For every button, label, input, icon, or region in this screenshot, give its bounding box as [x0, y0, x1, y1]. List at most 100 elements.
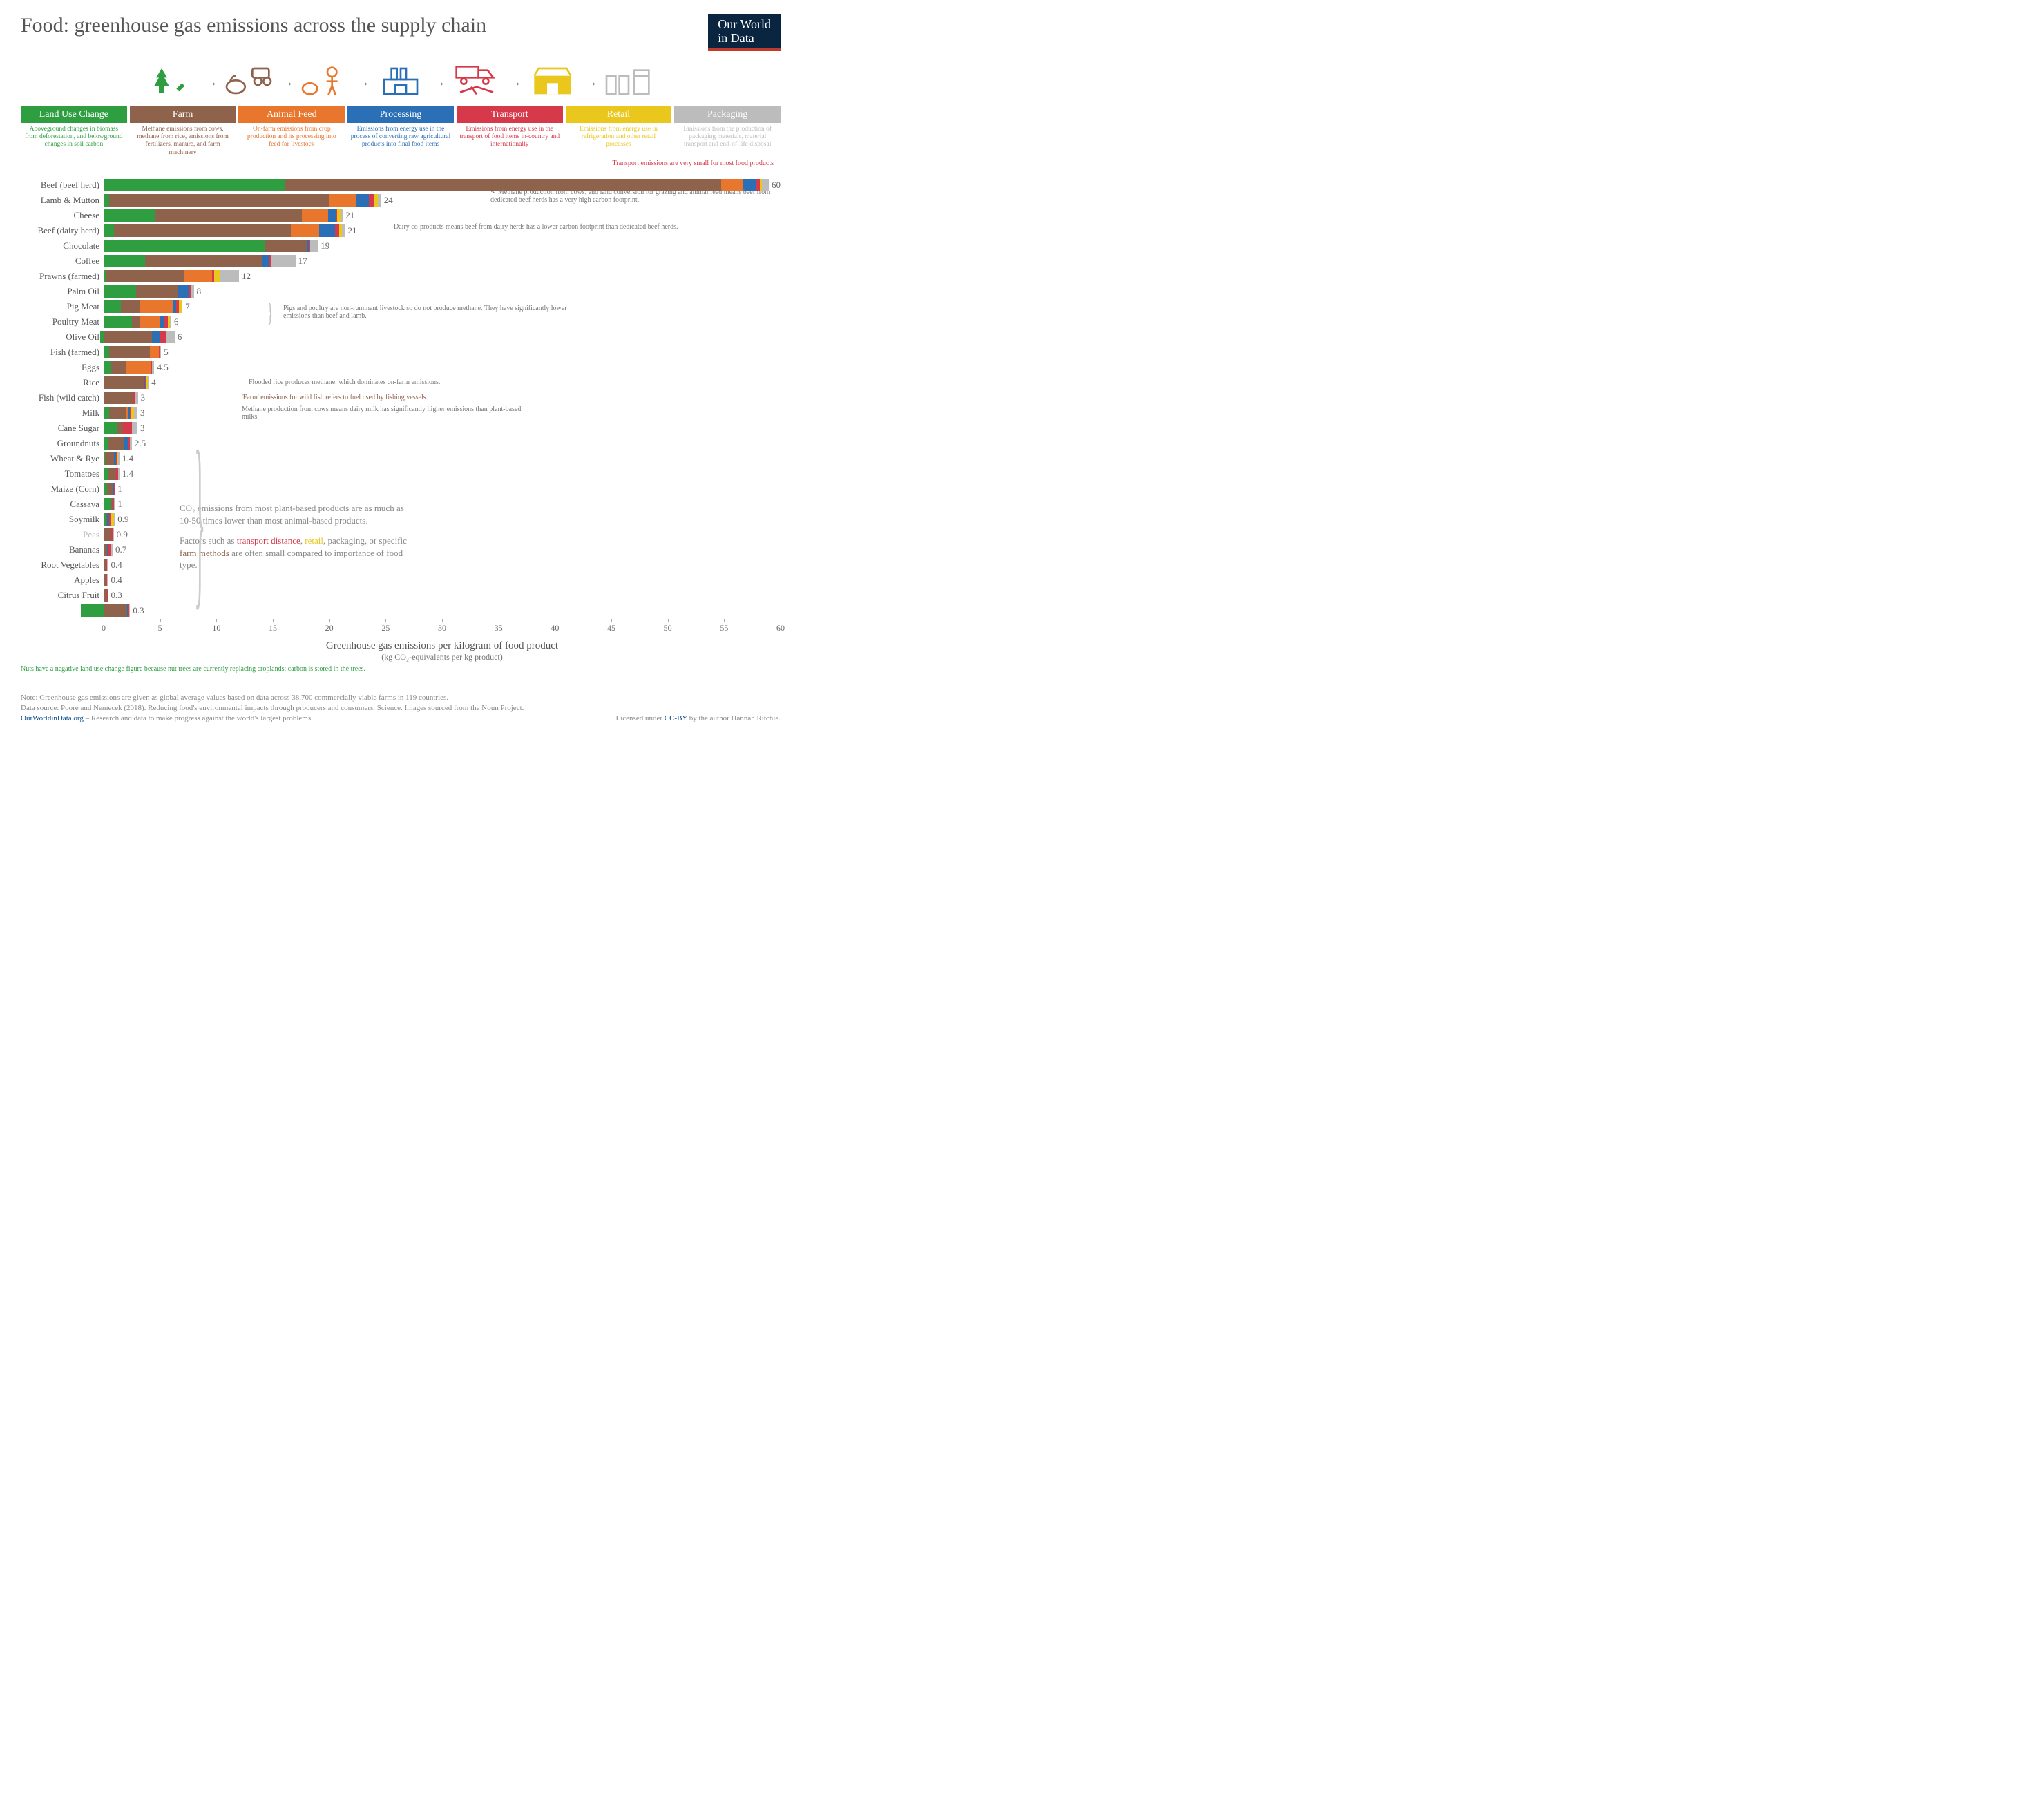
category-retail: RetailEmissions from energy use in refri… — [566, 106, 672, 157]
segment-farm — [104, 392, 133, 404]
bar-row: Groundnuts2.5 — [21, 436, 781, 451]
bar-label: Poultry Meat — [21, 316, 104, 327]
bar-value: 0.9 — [115, 514, 128, 525]
category-legend: Land Use ChangeAboveground changes in bi… — [21, 106, 781, 157]
bar-value: 3 — [138, 392, 146, 403]
bar-row: Beef (beef herd)60↖ Methane production f… — [21, 178, 781, 193]
footer-note: Note: Greenhouse gas emissions are given… — [21, 693, 781, 703]
segment-feed — [302, 209, 328, 222]
x-tick: 0 — [102, 623, 106, 633]
bar-area: 4.5 — [104, 361, 781, 374]
footer-site[interactable]: OurWorldinData.org — [21, 714, 84, 722]
x-tick: 30 — [438, 623, 446, 633]
segment-pack — [132, 422, 137, 434]
x-axis-subtitle: (kg CO₂-equivalents per kg product) — [104, 652, 781, 662]
bar-label: Peas — [21, 529, 104, 540]
segment-farm — [265, 240, 307, 252]
segment-trans — [369, 194, 374, 207]
segment-farm — [145, 255, 262, 267]
trans-icon — [449, 62, 504, 101]
category-desc: On-farm emissions from crop production a… — [238, 123, 345, 149]
segment-feed — [140, 300, 172, 313]
bar-label: Maize (Corn) — [21, 483, 104, 495]
bar-value: 1 — [115, 499, 122, 510]
segment-land — [104, 422, 117, 434]
segment-farm — [108, 437, 124, 450]
bar-value: 12 — [239, 271, 251, 282]
bar-label: Pig Meat — [21, 301, 104, 312]
bar-label: Cheese — [21, 210, 104, 221]
bar-label: Cassava — [21, 499, 104, 510]
footer-site-line: OurWorldinData.org – Research and data t… — [21, 713, 313, 724]
bar-label: Fish (wild catch) — [21, 392, 104, 403]
retail-icon — [525, 62, 580, 101]
supply-chain-icons: →→→→→→ — [21, 62, 781, 101]
segment-farm — [109, 346, 150, 358]
segment-land — [104, 316, 132, 328]
bar-row: Nuts0.3 — [21, 603, 781, 618]
segment-land — [104, 407, 109, 419]
farm-icon — [221, 62, 276, 101]
license-link[interactable]: CC-BY — [665, 714, 687, 722]
category-desc: Emissions from energy use in refrigerati… — [566, 123, 672, 149]
bar-area: 3'Farm' emissions for wild fish refers t… — [104, 392, 781, 404]
bar-label: Apples — [21, 575, 104, 586]
category-feed: Animal FeedOn-farm emissions from crop p… — [238, 106, 345, 157]
arrow-icon: → — [203, 73, 218, 90]
bar-area: 24 — [104, 194, 781, 207]
segment-farm — [132, 316, 140, 328]
segment-proc — [152, 331, 160, 343]
feed-icon — [297, 62, 352, 101]
footer-tagline: – Research and data to make progress aga… — [84, 714, 313, 722]
bar-label: Bananas — [21, 544, 104, 555]
bar-area: 6 — [104, 331, 781, 343]
category-label: Farm — [130, 106, 236, 123]
bar-area: 17 — [104, 255, 781, 267]
proc-icon — [373, 62, 428, 101]
segment-land — [104, 179, 285, 191]
segment-land — [81, 604, 104, 617]
bar-annotation: Methane production from cows means dairy… — [242, 405, 532, 421]
bar-row: Rice4Flooded rice produces methane, whic… — [21, 375, 781, 390]
bar-value: 0.3 — [108, 590, 122, 601]
bar-row: Milk3Methane production from cows means … — [21, 405, 781, 421]
bar-value: 21 — [343, 210, 354, 221]
segment-feed — [291, 224, 319, 237]
bar-area: 21 — [104, 209, 781, 222]
logo-line2: in Data — [718, 32, 771, 46]
segment-farm — [109, 194, 329, 207]
bar-value: 4 — [149, 377, 156, 388]
bar-label: Palm Oil — [21, 286, 104, 297]
segment-feed — [184, 270, 212, 282]
bar-value: 5 — [161, 347, 169, 358]
category-desc: Emissions from energy use in the transpo… — [457, 123, 563, 149]
bar-label: Root Vegetables — [21, 559, 104, 571]
bar-value: 1.4 — [120, 468, 133, 479]
segment-farm — [117, 422, 123, 434]
bar-value: 24 — [381, 195, 393, 206]
segment-land — [104, 255, 145, 267]
x-tick: 50 — [664, 623, 672, 633]
category-label: Land Use Change — [21, 106, 127, 123]
x-tick: 25 — [381, 623, 390, 633]
category-label: Processing — [347, 106, 454, 123]
segment-proc — [356, 194, 369, 207]
category-label: Retail — [566, 106, 672, 123]
x-tick: 5 — [158, 623, 162, 633]
segment-land — [104, 498, 111, 510]
bar-row: Cane Sugar3 — [21, 421, 781, 436]
license-post: by the author Hannah Ritchie. — [687, 714, 781, 722]
segment-land — [104, 240, 265, 252]
category-pack: PackagingEmissions from the production o… — [674, 106, 781, 157]
footer: Note: Greenhouse gas emissions are given… — [21, 693, 781, 725]
category-proc: ProcessingEmissions from energy use in t… — [347, 106, 454, 157]
segment-farm — [136, 285, 178, 298]
category-label: Packaging — [674, 106, 781, 123]
bar-label: Wheat & Rye — [21, 453, 104, 464]
big-brace-icon: } — [194, 422, 205, 615]
bar-label: Chocolate — [21, 240, 104, 251]
arrow-icon: → — [507, 73, 522, 90]
bar-row: Beef (dairy herd)21Dairy co-products mea… — [21, 223, 781, 238]
x-axis-title: Greenhouse gas emissions per kilogram of… — [104, 640, 781, 652]
x-tick: 20 — [325, 623, 334, 633]
